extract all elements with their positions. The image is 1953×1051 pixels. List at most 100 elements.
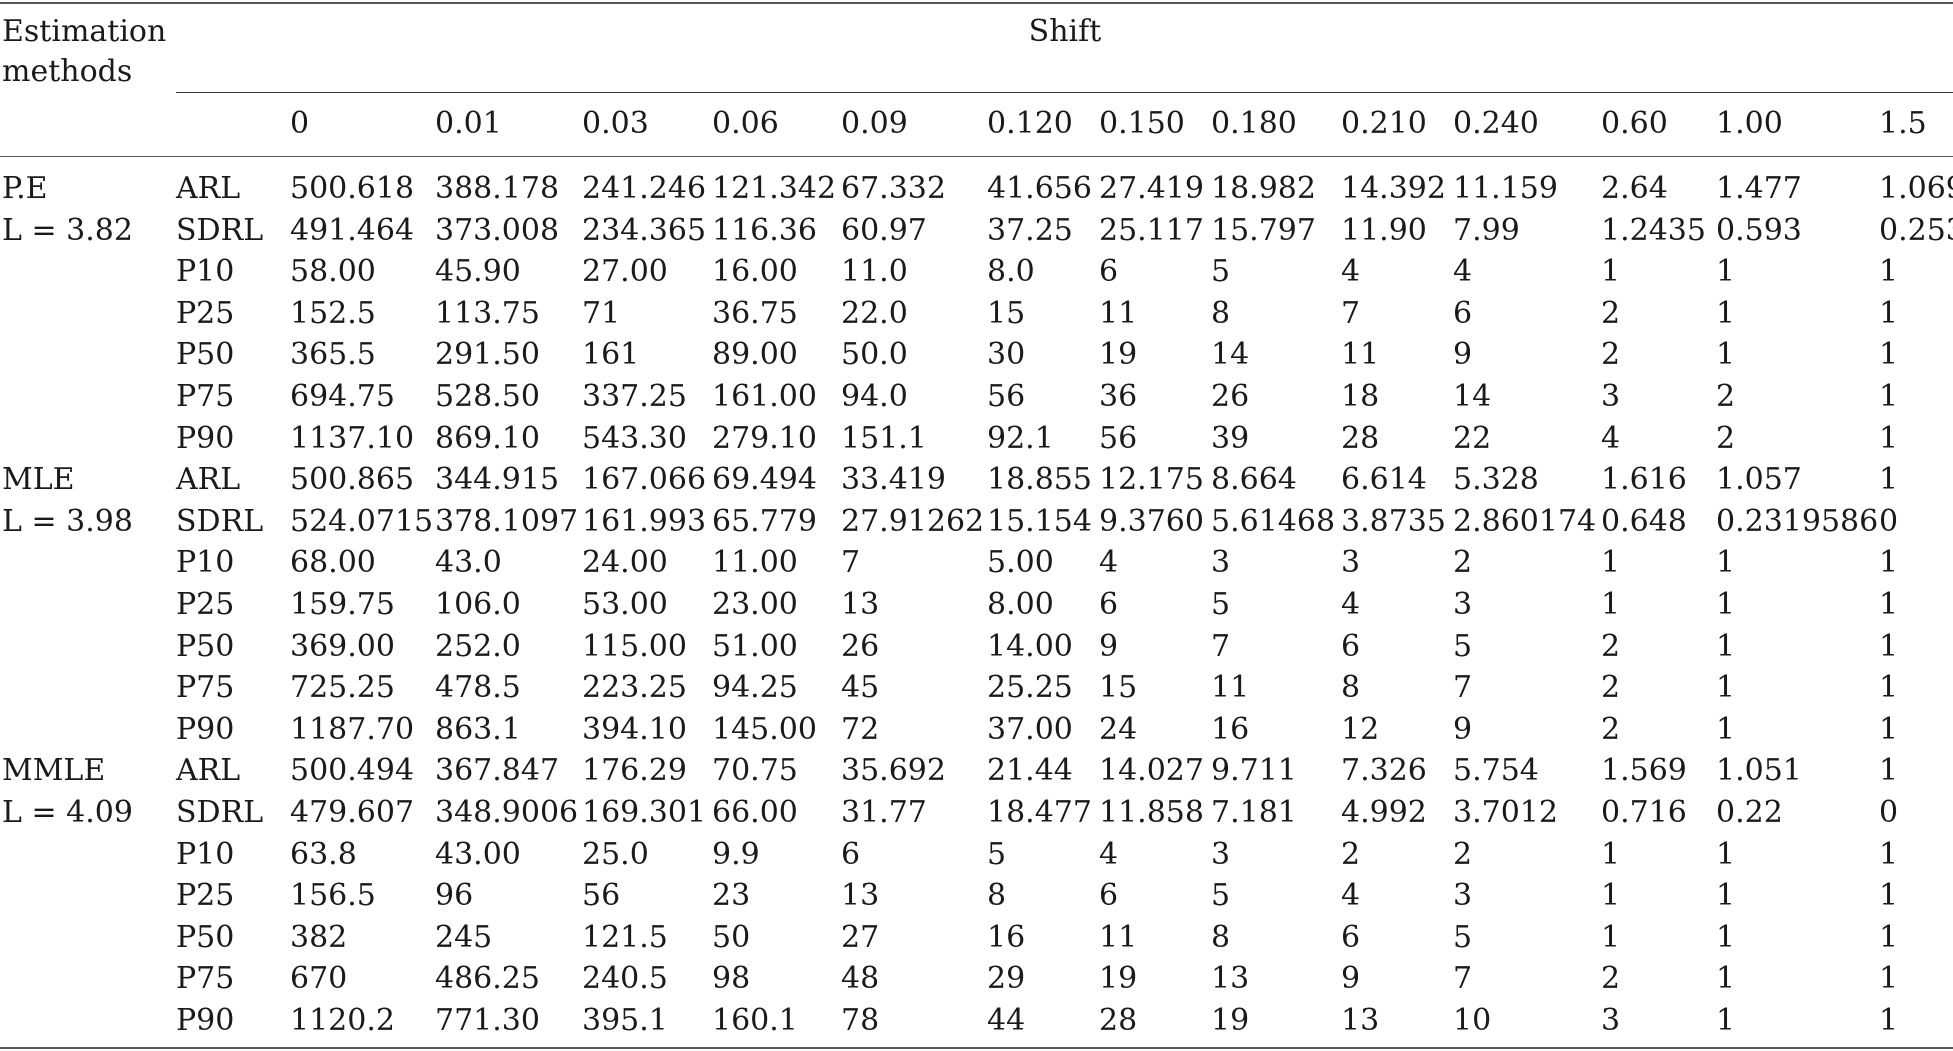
table-cell: 160.1 [712,1003,798,1038]
table-cell: 3 [1453,587,1473,622]
table-cell: 0 [1879,795,1899,830]
table-cell: 1 [1879,753,1899,789]
table-cell: 1 [1716,628,1736,664]
table-cell: 500.865 [290,462,415,498]
statistic-label: P90 [176,420,235,456]
table-cell: 6 [1099,254,1119,290]
table-cell: 26 [841,628,880,664]
table-cell: 6 [1453,295,1473,331]
table-cell: 15.154 [987,503,1092,539]
table-cell: 8 [987,878,1007,914]
table-cell: 373.008 [435,212,560,248]
table-cell: 1 [1879,420,1899,456]
table-cell: 53.00 [582,587,668,622]
table-cell: 37.25 [987,212,1073,248]
table-cell: 14 [1211,337,1250,373]
estimation-methods-header: Estimation methods [2,12,166,92]
table-cell: 161.993 [582,503,707,539]
table-cell: 21.44 [987,753,1073,789]
table-cell: 694.75 [290,379,395,414]
table-cell: 7 [841,545,861,581]
table-cell: 89.00 [712,337,798,373]
table-cell: 670 [290,961,348,997]
table-cell: 1 [1879,254,1899,290]
table-cell: 156.5 [290,878,376,914]
table-cell: 24 [1099,711,1138,747]
table-cell: 11 [1099,295,1138,331]
table-cell: 6 [841,836,861,872]
statistic-label: P50 [176,337,235,373]
control-limit: L = 3.82 [2,212,133,248]
table-cell: 5 [1453,628,1473,664]
table-cell: 98 [712,961,751,997]
method-name: MLE [2,462,75,498]
table-cell: 7.326 [1341,753,1427,789]
table-cell: 524.0715 [290,503,434,539]
table-cell: 4.992 [1341,795,1427,830]
statistic-label: P50 [176,919,235,955]
table-cell: 35.692 [841,753,946,789]
table-cell: 27.419 [1099,171,1204,206]
table-cell: 1.477 [1716,171,1802,206]
shift-header-rule [176,92,1953,93]
table-bottom-rule [0,1047,1953,1049]
table-cell: 121.5 [582,919,668,955]
statistic-label: P10 [176,836,235,872]
table-cell: 3 [1341,545,1361,581]
table-cell: 1 [1716,1003,1736,1038]
table-cell: 115.00 [582,628,687,664]
table-cell: 0.22 [1716,795,1783,830]
estimation-methods-header-line1: Estimation [2,14,167,49]
shift-column-header: 0.240 [1453,106,1539,141]
table-cell: 14.00 [987,628,1073,664]
table-cell: 16 [1211,711,1250,747]
table-cell: 388.178 [435,171,560,206]
table-cell: 11.90 [1341,212,1427,248]
table-cell: 291.50 [435,337,540,373]
table-cell: 9 [1453,337,1473,373]
table-cell: 18.477 [987,795,1092,830]
table-cell: 65.779 [712,503,817,539]
statistic-label: SDRL [176,795,264,830]
table-cell: 395.1 [582,1003,668,1038]
table-cell: 1 [1879,587,1899,622]
table-cell: 344.915 [435,462,560,498]
table-cell: 4 [1341,254,1361,290]
table-cell: 11.00 [712,545,798,581]
table-cell: 1 [1879,1003,1899,1038]
table-cell: 223.25 [582,670,687,706]
shift-column-header: 0.150 [1099,106,1185,141]
table-cell: 5.754 [1453,753,1539,789]
table-cell: 1 [1716,919,1736,955]
table-cell: 60.97 [841,212,927,248]
table-cell: 11.159 [1453,171,1558,206]
statistic-label: SDRL [176,503,264,539]
table-cell: 2 [1716,420,1736,456]
table-cell: 23.00 [712,587,798,622]
table-cell: 50.0 [841,337,908,373]
table-cell: 7.99 [1453,212,1520,248]
shift-column-header: 0 [290,106,310,141]
table-cell: 8 [1211,919,1231,955]
table-cell: 1 [1716,961,1736,997]
table-cell: 9.9 [712,836,760,872]
method-name: MMLE [2,753,106,789]
table-cell: 18.855 [987,462,1092,498]
table-cell: 1 [1879,919,1899,955]
statistic-label: P25 [176,878,235,914]
table-cell: 1 [1879,545,1899,581]
table-cell: 245 [435,919,493,955]
table-cell: 9 [1341,961,1361,997]
table-cell: 167.066 [582,462,707,498]
table-cell: 159.75 [290,587,395,622]
table-cell: 7.181 [1211,795,1297,830]
table-cell: 2 [1601,961,1621,997]
table-cell: 478.5 [435,670,521,706]
shift-column-header: 0.01 [435,106,502,141]
table-cell: 369.00 [290,628,395,664]
table-cell: 1 [1601,254,1621,290]
table-cell: 241.246 [582,171,707,206]
statistic-label: P25 [176,587,235,622]
table-cell: 6 [1099,878,1119,914]
table-cell: 1 [1879,670,1899,706]
